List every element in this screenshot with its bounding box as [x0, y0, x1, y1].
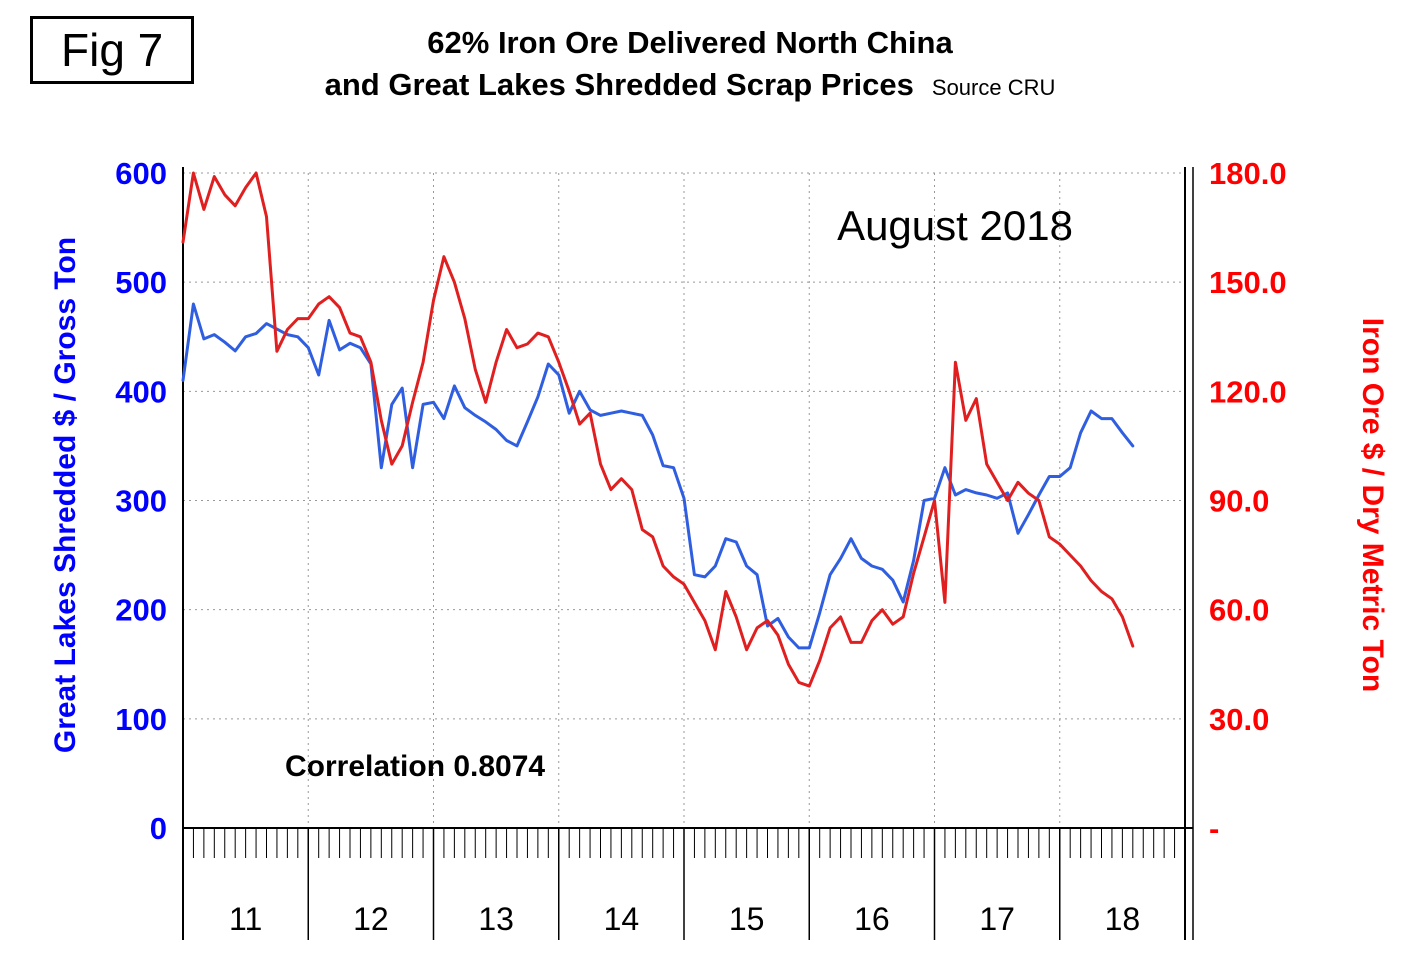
annotation-date-label: August 2018 — [837, 202, 1073, 249]
x-year-label: 12 — [353, 901, 389, 937]
x-year-label: 11 — [229, 901, 262, 937]
right-tick-label: 30.0 — [1209, 702, 1269, 737]
right-tick-label: 60.0 — [1209, 593, 1269, 628]
chart-title-line2: and Great Lakes Shredded Scrap Prices — [324, 66, 914, 102]
right-tick-label: 90.0 — [1209, 484, 1269, 519]
chart-title: 62% Iron Ore Delivered North China and G… — [220, 22, 1160, 106]
source-label: Source CRU — [931, 74, 1056, 100]
x-year-label: 17 — [979, 901, 1015, 937]
right-tick-label: 180.0 — [1209, 156, 1287, 191]
left-tick-label: 100 — [115, 702, 167, 737]
left-tick-label: 600 — [115, 156, 167, 191]
x-year-label: 16 — [854, 901, 890, 937]
x-year-label: 15 — [729, 901, 765, 937]
figure-label: Fig 7 — [61, 24, 164, 76]
left-tick-label: 0 — [150, 811, 167, 846]
left-tick-label: 200 — [115, 593, 167, 628]
right-tick-label: 120.0 — [1209, 374, 1287, 409]
figure-label-box: Fig 7 — [30, 16, 195, 84]
iron-ore-price-line — [181, 171, 1135, 688]
annotation-correlation: Correlation 0.8074 — [285, 750, 546, 783]
left-tick-label: 300 — [115, 484, 167, 519]
right-tick-label: 150.0 — [1209, 265, 1287, 300]
right-tick-label: - — [1209, 811, 1219, 846]
chart-title-line2-row: and Great Lakes Shredded Scrap Prices Sou… — [220, 64, 1160, 106]
x-year-label: 14 — [604, 901, 640, 937]
scrap-price-line — [181, 302, 1135, 650]
left-tick-label: 500 — [115, 265, 167, 300]
left-tick-label: 400 — [115, 374, 167, 409]
x-year-label: 13 — [478, 901, 514, 937]
chart-title-line1: 62% Iron Ore Delivered North China — [427, 25, 953, 60]
x-year-label: 18 — [1105, 901, 1141, 937]
